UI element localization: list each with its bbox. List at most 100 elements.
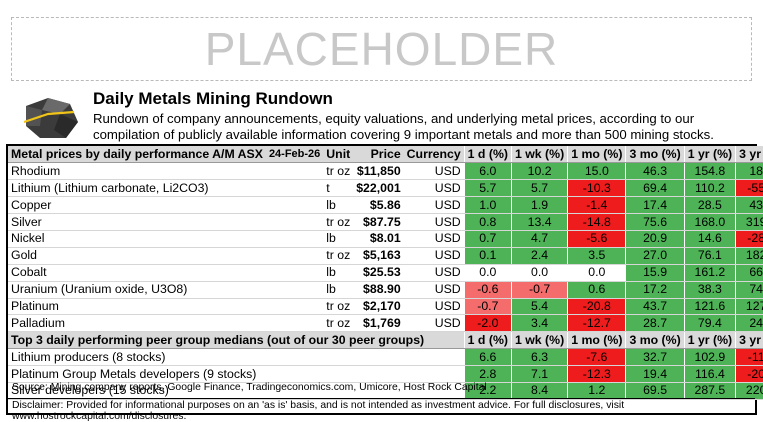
metal-change-cell: 74.5 [735,281,763,299]
metal-date-spacer [265,213,324,231]
metal-change-cell: 0.6 [567,281,626,299]
metal-date-spacer [265,281,324,299]
metal-change-cell: -0.7 [463,298,512,316]
metal-unit: lb [323,264,354,282]
metal-change-cell: 5.7 [463,179,512,198]
metal-name: Nickel [8,230,266,248]
metal-change-cell: 3.4 [510,314,568,333]
metal-unit: tr oz [323,162,354,181]
rock-ore-icon [23,98,78,138]
metal-change-cell: 69.4 [625,179,685,198]
metal-change-cell: 66.8 [735,264,763,282]
metal-change-cell: 0.7 [463,230,512,248]
metal-change-cell: 0.0 [463,264,512,282]
metal-date-spacer [265,314,324,333]
metal-change-cell: -12.7 [567,314,626,333]
metal-change-cell: 182.6 [735,247,763,265]
metal-currency: USD [403,230,465,248]
metal-change-cell: 0.0 [567,264,626,282]
metal-change-cell: -14.8 [567,213,626,231]
metal-price: $1,769 [353,314,404,333]
metal-currency: USD [403,298,465,316]
metal-change-cell: 6.0 [463,162,512,181]
metal-change-cell: -0.7 [510,281,568,299]
metal-change-cell: 127.0 [735,298,763,316]
metal-price: $2,170 [353,298,404,316]
peers-header-row: Top 3 daily performing peer group median… [8,331,763,350]
metal-date-spacer [265,179,324,198]
metal-change-cell: 154.8 [683,162,736,181]
metal-currency: USD [403,314,465,333]
page-description: Rundown of company announcements, equity… [93,111,714,142]
metal-change-cell: 15.0 [567,162,626,181]
peer-change-cell: 102.9 [683,348,736,367]
metals-header-currency: Currency [403,146,465,164]
metal-change-cell: 17.4 [625,196,685,215]
metal-change-cell: 17.2 [625,281,685,299]
metal-row: Rhodium tr oz $11,850 USD 6.0 10.2 15.0 46.3 154… [8,162,763,181]
metal-change-cell: 0.8 [463,213,512,231]
metal-change-cell: 28.7 [625,314,685,333]
table-body: Metal prices by daily performance A/M AS… [8,146,763,400]
metal-change-cell: 161.2 [683,264,736,282]
metal-currency: USD [403,281,465,299]
peers-col-header: 3 yr (%) [735,331,763,350]
metal-change-cell: 43.1 [735,196,763,215]
metal-date-spacer [265,162,324,181]
metal-change-cell: 24.7 [735,314,763,333]
peer-change-cell: 32.7 [625,348,685,367]
metal-change-cell: 46.3 [625,162,685,181]
metals-header-unit: Unit [323,146,354,164]
metal-change-cell: 75.6 [625,213,685,231]
peer-change-cell: 7.1 [510,365,568,383]
metal-name: Rhodium [8,162,266,181]
metal-change-cell: -0.6 [463,281,512,299]
metal-price: $88.90 [353,281,404,299]
metal-change-cell: -10.3 [567,179,626,198]
peer-name: Lithium producers (8 stocks) [8,348,465,367]
metal-name: Cobalt [8,264,266,282]
metal-name: Lithium (Lithium carbonate, Li2CO3) [8,179,266,198]
metal-name: Uranium (Uranium oxide, U3O8) [8,281,266,299]
metal-change-cell: -2.0 [463,314,512,333]
metal-change-cell: 121.6 [683,298,736,316]
peer-change-cell: -11.0 [735,348,763,367]
metals-table: Metal prices by daily performance A/M AS… [8,146,763,400]
peer-row: Silver developers (15 stocks) 2.2 8.4 1.2 69… [8,382,763,400]
metal-change-cell: 18.5 [735,162,763,181]
metal-name: Palladium [8,314,266,333]
metal-price: $11,850 [353,162,404,181]
metal-change-cell: 14.6 [683,230,736,248]
metal-date-spacer [265,264,324,282]
metal-price: $25.53 [353,264,404,282]
peers-col-header: 1 yr (%) [683,331,736,350]
metal-change-cell: 5.7 [510,179,568,198]
metal-currency: USD [403,247,465,265]
metal-row: Lithium (Lithium carbonate, Li2CO3) t $22,… [8,179,763,198]
metal-change-cell: 5.4 [510,298,568,316]
metal-unit: lb [323,230,354,248]
metal-change-cell: 20.9 [625,230,685,248]
page-title: Daily Metals Mining Rundown [93,89,333,108]
metal-date-spacer [265,247,324,265]
metal-unit: t [323,179,354,198]
metal-unit: lb [323,281,354,299]
metal-name: Silver [8,213,266,231]
metal-price: $87.75 [353,213,404,231]
metal-row: Platinum tr oz $2,170 USD -0.7 5.4 -20.8 43.7 12… [8,298,763,316]
metal-change-cell: 38.3 [683,281,736,299]
metal-row: Silver tr oz $87.75 USD 0.8 13.4 -14.8 75.6 168.… [8,213,763,231]
metal-change-cell: 15.9 [625,264,685,282]
peer-name: Platinum Group Metals developers (9 stoc… [8,365,465,383]
peers-col-header: 1 d (%) [463,331,512,350]
metal-unit: tr oz [323,314,354,333]
metals-col-1d: 1 d (%) [463,146,512,164]
metal-date-spacer [265,196,324,215]
metal-unit: tr oz [323,213,354,231]
metals-col-1wk: 1 wk (%) [510,146,568,164]
metal-change-cell: 43.7 [625,298,685,316]
metal-price: $22,001 [353,179,404,198]
metal-change-cell: 1.0 [463,196,512,215]
